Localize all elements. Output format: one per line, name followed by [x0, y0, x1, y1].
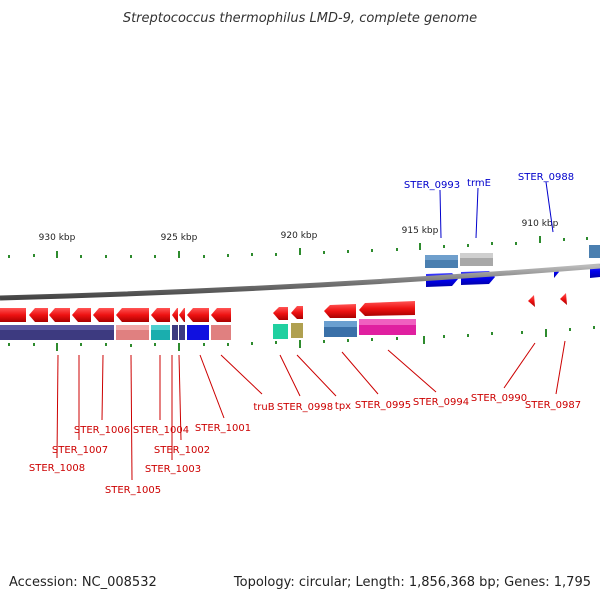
gene-label-ster-0995: STER_0995: [355, 400, 411, 411]
scale-tick-920: 920 kbp: [281, 231, 318, 241]
forward-labels: STER_0993 trmE STER_0988: [404, 172, 574, 191]
scale-tick-925: 925 kbp: [161, 233, 198, 243]
scale-tick-930: 930 kbp: [39, 233, 76, 243]
gene-label-ster-1008: STER_1008: [29, 463, 85, 474]
gene-label-trme: trmE: [467, 178, 491, 189]
gene-label-ster-0990: STER_0990: [471, 393, 527, 404]
genome-summary-text: Topology: circular; Length: 1,856,368 bp…: [233, 575, 591, 590]
gene-label-ster-1002: STER_1002: [154, 445, 210, 456]
genome-title: Streptococcus thermophilus LMD-9, comple…: [123, 11, 477, 26]
gene-label-ster-1007: STER_1007: [52, 445, 108, 456]
lower-tick-row: [8, 326, 595, 351]
forward-annotation-bars: [425, 245, 600, 268]
gene-label-ster-1003: STER_1003: [145, 464, 201, 475]
accession-text: Accession: NC_008532: [9, 575, 157, 590]
gene-label-ster-0998: STER_0998: [277, 402, 333, 413]
reverse-callouts: [56, 340, 566, 481]
scale-tick-915: 915 kbp: [402, 226, 439, 236]
gene-label-ster-0993: STER_0993: [404, 180, 460, 191]
reverse-annotation-bars: [0, 319, 416, 340]
gene-label-ster-0988: STER_0988: [518, 172, 574, 183]
reverse-genes: [0, 293, 567, 322]
gene-label-ster-1006: STER_1006: [74, 425, 130, 436]
gene-label-ster-1001: STER_1001: [195, 423, 251, 434]
gene-label-ster-0987: STER_0987: [525, 400, 581, 411]
gene-label-tpx: tpx: [335, 401, 351, 412]
reverse-labels: STER_1008 STER_1007 STER_1006 STER_1005 …: [29, 393, 581, 496]
gene-label-ster-1004: STER_1004: [133, 425, 189, 436]
gene-label-trub: truB: [253, 402, 274, 413]
gene-label-ster-1005: STER_1005: [105, 485, 161, 496]
scale-tick-910: 910 kbp: [522, 219, 559, 229]
forward-callouts: [439, 181, 554, 239]
genome-backbone: [0, 263, 600, 301]
gene-label-ster-0994: STER_0994: [413, 397, 469, 408]
upper-tick-row: [8, 236, 588, 258]
